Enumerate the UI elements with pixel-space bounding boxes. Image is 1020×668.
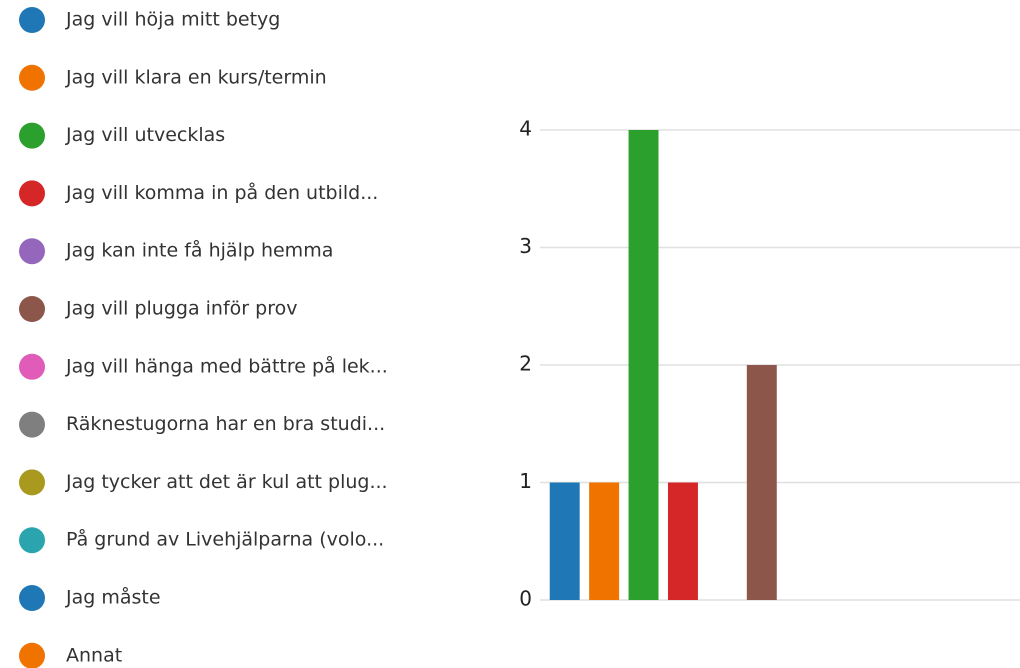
y-tick-label: 2 (519, 352, 532, 376)
legend-swatch (19, 411, 45, 438)
bar (746, 365, 777, 600)
y-tick-label: 3 (519, 234, 532, 258)
legend-swatch (19, 527, 45, 554)
legend-label: Annat (66, 644, 122, 666)
legend-swatch (19, 296, 45, 322)
legend-label: Jag vill plugga inför prov (65, 298, 297, 320)
legend-swatch (19, 64, 45, 91)
legend-label: Jag vill hänga med bättre på lek... (65, 354, 388, 377)
bar (589, 482, 620, 600)
legend-label: Jag vill höja mitt betyg (65, 9, 280, 31)
bar (628, 130, 659, 600)
legend-label: Jag tycker att det är kul att plug... (65, 471, 388, 493)
legend-swatch (19, 353, 45, 380)
legend-swatch (19, 585, 45, 611)
legend-label: Jag vill klara en kurs/termin (65, 66, 327, 88)
legend-swatch (19, 469, 45, 496)
legend-swatch (19, 122, 45, 149)
legend-swatch (19, 642, 45, 668)
legend-swatch (19, 180, 45, 207)
y-tick-label: 4 (519, 117, 532, 141)
legend-swatch (19, 238, 45, 265)
bar (549, 482, 580, 600)
legend-label: Jag vill utvecklas (65, 124, 225, 146)
legend-label: På grund av Livehjälparna (volo... (66, 528, 384, 551)
legend-label: Räknestugorna har en bra studi... (66, 413, 385, 435)
legend-swatch (19, 7, 45, 33)
legend-label: Jag kan inte få hjälp hemma (65, 239, 333, 262)
legend-label: Jag måste (65, 586, 161, 609)
y-tick-label: 0 (519, 587, 532, 611)
legend-label: Jag vill komma in på den utbild... (65, 181, 378, 204)
y-tick-label: 1 (519, 469, 532, 493)
bar (667, 482, 698, 600)
